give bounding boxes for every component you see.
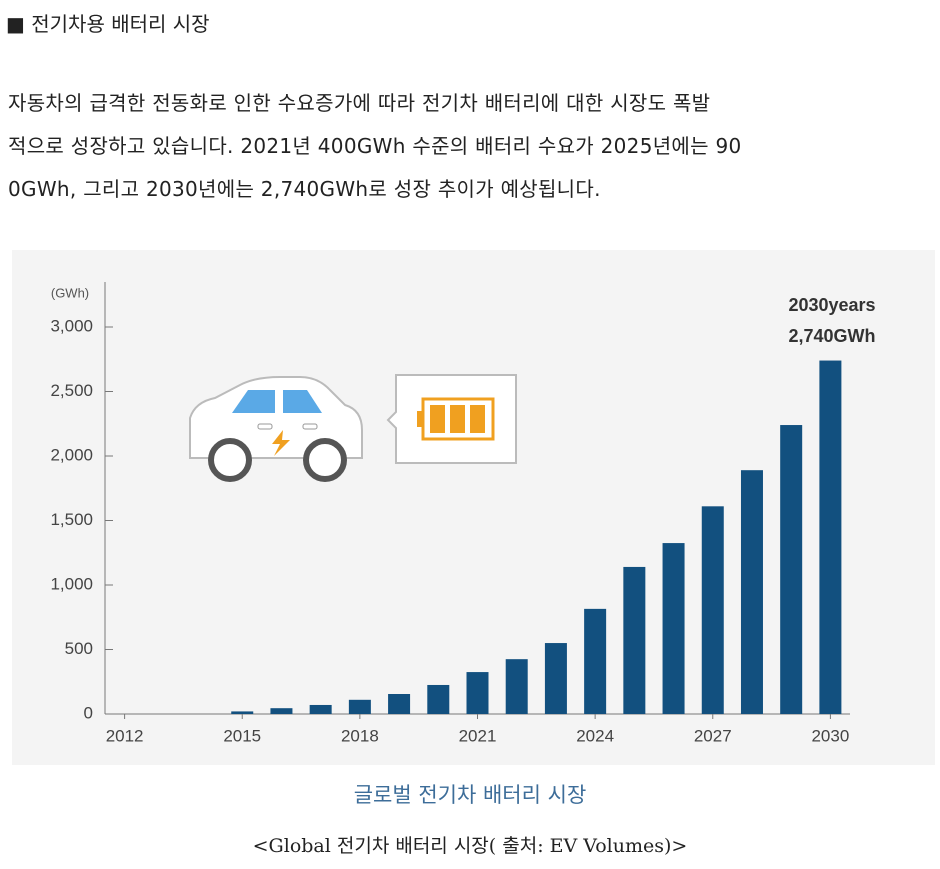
annotation: 2030years [788, 295, 875, 315]
annotation: 2,740GWh [788, 326, 875, 346]
bar [780, 425, 803, 714]
x-tick-label: 2021 [459, 726, 497, 745]
bar [348, 699, 371, 714]
x-tick-label: 2015 [223, 726, 261, 745]
car-illustration [189, 374, 517, 482]
y-tick-label: 500 [65, 639, 93, 658]
source: <Global 전기차 배터리 시장( 출처: EV Volumes)> [252, 835, 688, 857]
bar [544, 643, 567, 714]
paragraph-line: 0GWh, 그리고 2030년에는 2,740GWh로 성장 추이가 예상됩니다… [8, 177, 601, 201]
bar [466, 672, 489, 714]
bar [584, 608, 607, 714]
heading: ■ 전기차용 배터리 시장 [6, 12, 210, 36]
x-tick-label: 2024 [576, 726, 614, 745]
x-tick-label: 2018 [341, 726, 379, 745]
bar [388, 694, 411, 714]
bar [309, 704, 332, 714]
y-tick-label: 2,000 [50, 445, 93, 464]
paragraph: 자동차의 급격한 전동화로 인한 수요증가에 따라 전기차 배터리에 대한 시장… [8, 82, 742, 211]
caption: 글로벌 전기차 배터리 시장 [353, 783, 587, 807]
y-tick-label: 1,000 [50, 574, 93, 593]
y-tick-label: 3,000 [50, 316, 93, 335]
bar [505, 659, 528, 714]
bar [740, 470, 763, 714]
y-tick-label: 0 [84, 703, 93, 722]
paragraph-line: 적으로 성장하고 있습니다. 2021년 400GWh 수준의 배터리 수요가 … [8, 134, 742, 158]
paragraph-line: 자동차의 급격한 전동화로 인한 수요증가에 따라 전기차 배터리에 대한 시장… [8, 91, 711, 115]
y-tick-label: 1,500 [50, 510, 93, 529]
y-axis-unit: (GWh) [51, 285, 89, 300]
bar [701, 506, 724, 714]
y-tick-label: 2,500 [50, 381, 93, 400]
x-tick-label: 2030 [811, 726, 849, 745]
x-tick-label: 2012 [106, 726, 144, 745]
bar [231, 711, 254, 714]
x-tick-label: 2027 [694, 726, 732, 745]
bar [623, 566, 646, 714]
bar [270, 708, 293, 714]
bar [427, 684, 450, 714]
bar [662, 543, 685, 714]
bar [819, 360, 842, 714]
